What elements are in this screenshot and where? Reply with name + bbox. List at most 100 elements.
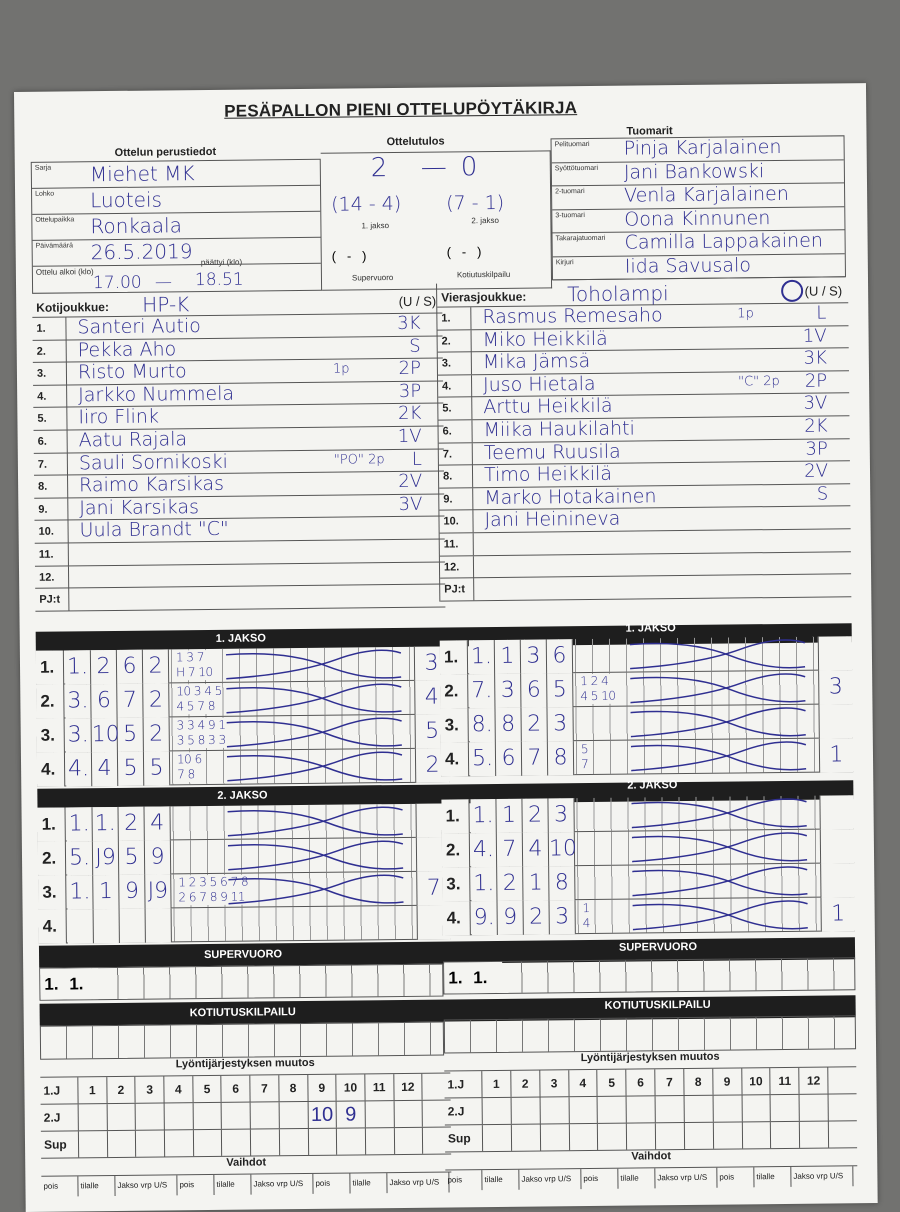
lineup-cell[interactable] xyxy=(222,1129,252,1156)
batter-cell[interactable]: 6 xyxy=(546,639,574,674)
inning-runs[interactable] xyxy=(819,795,854,830)
lineup-cell[interactable] xyxy=(799,1094,829,1121)
player-name-field[interactable]: Teemu Ruusila xyxy=(483,440,621,464)
batter-cell[interactable]: 8 xyxy=(547,741,575,776)
batter-cell[interactable]: 1. xyxy=(470,798,497,834)
lineup-cell[interactable] xyxy=(684,1095,714,1123)
batter-cell[interactable]: 1. xyxy=(64,650,92,685)
referee-name-field[interactable]: Jani Bankowski xyxy=(623,159,765,184)
lineup-cell[interactable] xyxy=(394,1100,424,1128)
batter-cell[interactable]: 9 xyxy=(144,840,172,875)
batter-cell[interactable]: 2 xyxy=(522,798,549,833)
batter-cell[interactable]: 2 xyxy=(90,649,118,685)
lineup-cell[interactable] xyxy=(771,1121,801,1149)
player-position-field[interactable]: L xyxy=(816,302,827,324)
player-position-field[interactable]: S xyxy=(816,483,829,505)
player-position-field[interactable]: 1V xyxy=(802,325,827,347)
player-name-field[interactable]: Jani Karsikas xyxy=(79,495,200,520)
batter-cell[interactable]: 3 xyxy=(549,900,576,935)
lineup-cell[interactable] xyxy=(684,1122,714,1150)
lineup-cell[interactable] xyxy=(136,1130,166,1157)
player-name-field[interactable]: Iiro Flink xyxy=(78,405,160,429)
lineup-cell[interactable] xyxy=(597,1096,628,1123)
player-position-field[interactable]: S xyxy=(409,335,421,357)
lineup-cell[interactable] xyxy=(193,1102,223,1130)
player-name-field[interactable]: Arttu Heikkilä xyxy=(483,395,613,419)
lineup-cell[interactable] xyxy=(540,1097,570,1124)
player-name-field[interactable]: Mika Jämsä xyxy=(482,350,591,374)
lineup-cell[interactable] xyxy=(365,1101,395,1128)
batter-cell[interactable] xyxy=(67,909,94,944)
batter-cell[interactable]: 4 xyxy=(91,751,119,787)
lineup-cell[interactable] xyxy=(251,1129,280,1156)
batter-cell[interactable]: 6 xyxy=(116,649,144,684)
info-value-field[interactable]: 26.5.2019 xyxy=(90,239,193,265)
lineup-cell[interactable] xyxy=(135,1103,165,1130)
batter-cell[interactable]: 3. xyxy=(65,718,92,753)
info-value-field[interactable]: Miehet MK xyxy=(89,161,195,187)
batter-cell[interactable]: 2 xyxy=(523,900,550,935)
lineup-cell[interactable]: 10 xyxy=(308,1101,338,1128)
lineup-cell[interactable] xyxy=(107,1103,137,1131)
lineup-cell[interactable] xyxy=(394,1127,424,1155)
batter-cell[interactable]: 9 xyxy=(119,874,146,909)
batter-cell[interactable]: 3 xyxy=(520,639,548,674)
batter-cell[interactable]: 4. xyxy=(65,752,93,787)
batter-cell[interactable]: J9 xyxy=(145,874,172,909)
lineup-cell[interactable] xyxy=(713,1095,743,1122)
batter-cell[interactable]: 6 xyxy=(91,683,118,719)
player-position-field[interactable]: 2V xyxy=(804,460,829,482)
batter-cell[interactable]: 5 xyxy=(117,717,144,752)
lineup-cell[interactable] xyxy=(569,1123,599,1151)
lineup-cell[interactable] xyxy=(511,1124,541,1151)
player-name-field[interactable]: Marko Hotakainen xyxy=(484,485,657,509)
player-name-field[interactable]: Aatu Rajala xyxy=(78,428,188,452)
lineup-cell[interactable] xyxy=(627,1123,657,1150)
batter-cell[interactable] xyxy=(119,908,146,943)
batter-cell[interactable]: 1. xyxy=(92,806,119,842)
batter-cell[interactable]: 2 xyxy=(142,649,170,684)
inning-runs[interactable] xyxy=(819,829,855,864)
batter-cell[interactable]: 10 xyxy=(548,832,577,867)
batter-cell[interactable]: 1. xyxy=(66,807,93,842)
lineup-cell[interactable] xyxy=(164,1103,194,1130)
batter-cell[interactable]: 5 xyxy=(547,673,574,708)
batter-cell[interactable]: 4 xyxy=(144,806,171,841)
batter-cell[interactable]: 6 xyxy=(495,741,523,776)
inning-runs[interactable]: 1 xyxy=(818,738,854,773)
batter-cell[interactable]: 2 xyxy=(143,717,170,752)
player-position-field[interactable]: 3K xyxy=(803,347,827,369)
lineup-cell[interactable] xyxy=(598,1123,628,1150)
batter-cell[interactable]: 1. xyxy=(67,875,94,910)
batter-cell[interactable]: 5 xyxy=(118,840,146,875)
batter-cell[interactable]: 1 xyxy=(523,866,550,901)
batter-cell[interactable]: 3 xyxy=(547,707,574,742)
lineup-cell[interactable] xyxy=(250,1102,280,1129)
player-name-field[interactable]: Risto Murto xyxy=(77,360,187,384)
batter-cell[interactable]: 5. xyxy=(66,841,94,876)
player-position-field[interactable]: 3K xyxy=(397,312,421,334)
lineup-cell[interactable] xyxy=(308,1128,338,1155)
batter-cell[interactable]: 4 xyxy=(522,832,550,867)
lineup-cell[interactable] xyxy=(626,1096,656,1123)
batter-cell[interactable] xyxy=(93,908,120,944)
player-position-field[interactable]: 2K xyxy=(804,415,828,437)
lineup-cell[interactable] xyxy=(482,1097,512,1125)
player-name-field[interactable]: Miko Heikkilä xyxy=(482,327,608,351)
lineup-cell[interactable] xyxy=(279,1128,309,1156)
batter-cell[interactable]: 1. xyxy=(471,866,498,902)
lineup-cell[interactable] xyxy=(337,1128,367,1155)
lineup-cell[interactable] xyxy=(655,1096,685,1123)
player-position-field[interactable]: 2V xyxy=(398,470,423,493)
inning-runs[interactable] xyxy=(818,704,853,739)
batter-cell[interactable]: 7. xyxy=(469,673,496,709)
lineup-cell[interactable] xyxy=(193,1129,223,1157)
player-name-field[interactable]: Jarkko Nummela xyxy=(78,382,235,407)
batter-cell[interactable]: 2 xyxy=(521,707,548,742)
player-name-field[interactable]: Rasmus Remesaho xyxy=(482,304,663,329)
batter-cell[interactable]: 9. xyxy=(471,900,498,936)
player-name-field[interactable]: Miika Haukilahti xyxy=(483,417,635,442)
lineup-cell[interactable] xyxy=(742,1095,772,1122)
player-name-field[interactable]: Juso Hietala xyxy=(482,372,596,396)
lineup-cell[interactable] xyxy=(164,1130,194,1157)
